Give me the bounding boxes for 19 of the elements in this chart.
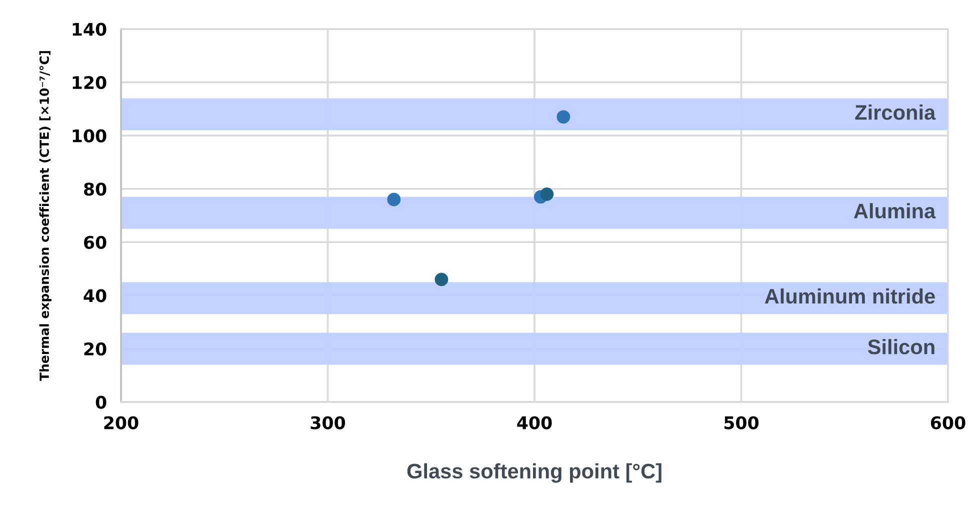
y-axis-title: Thermal expansion coefficient (CTE) [×10⁻⁷/°C] — [39, 51, 52, 381]
y-tick-label: 40 — [84, 289, 106, 302]
y-tick-label: 80 — [84, 182, 106, 196]
y-tick-label: 20 — [84, 342, 106, 356]
x-tick-label: 400 — [517, 416, 552, 430]
x-tick-label: 500 — [724, 416, 759, 430]
band-label: Silicon — [868, 339, 934, 354]
y-tick-label: 60 — [84, 236, 106, 249]
x-tick-label: 200 — [104, 416, 138, 430]
y-tick-label: 140 — [72, 22, 106, 36]
band-label: Zirconia — [855, 104, 936, 120]
y-tick-label: 120 — [72, 76, 106, 90]
y-tick-label: 0 — [96, 396, 106, 409]
band-label: Alumina — [854, 203, 936, 218]
x-tick-label: 300 — [310, 416, 346, 430]
x-axis-title: Glass softening point [°C] — [407, 463, 662, 483]
x-tick-label: 600 — [930, 416, 966, 430]
band-label: Aluminum nitride — [764, 288, 935, 304]
y-tick-label: 100 — [72, 129, 106, 142]
